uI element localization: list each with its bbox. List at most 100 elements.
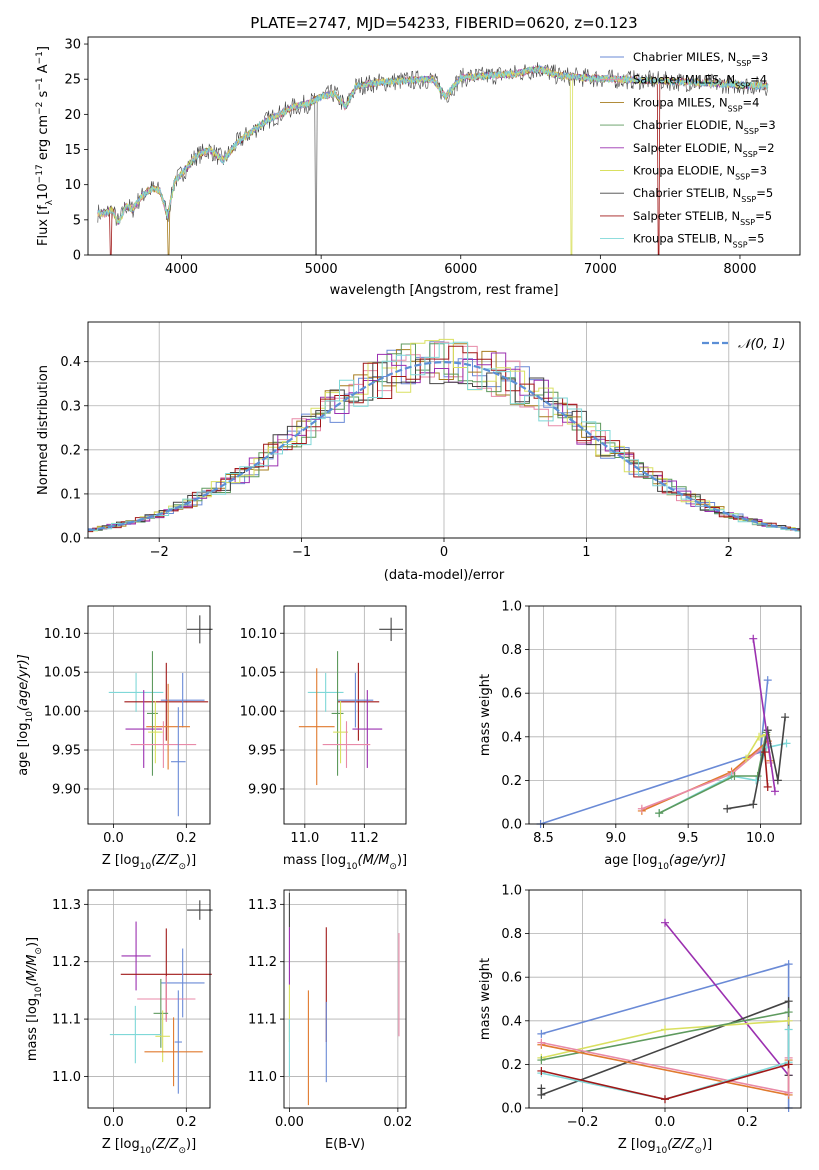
x-tick-label: 0.0 bbox=[103, 831, 124, 846]
x-tick-label: 10.0 bbox=[746, 831, 775, 846]
panel-age-vs-mass: 11.0 11.2 9.90 9.95 10.00 10.05 10.10 mass [log… bbox=[240, 605, 407, 872]
legend-label: Kroupa MILES, NSSP=4 bbox=[633, 95, 759, 113]
error-bar bbox=[337, 662, 380, 741]
weight-marker bbox=[770, 787, 779, 796]
legend-label: Salpeter MILES, NSSP=4 bbox=[633, 73, 767, 91]
weight-marker bbox=[749, 800, 758, 809]
y-tick-label: 10.10 bbox=[44, 627, 81, 642]
x-tick-label: −2 bbox=[150, 545, 169, 560]
x-axis-label: (data-model)/error bbox=[384, 568, 505, 583]
weight-marker bbox=[661, 1095, 669, 1104]
error-bar bbox=[333, 700, 348, 764]
y-tick-label: 0.4 bbox=[501, 1014, 522, 1029]
x-axis-label: Z [log10(Z/Z⊙)] bbox=[102, 1137, 196, 1156]
error-bar bbox=[337, 672, 374, 728]
x-tick-label: 0.0 bbox=[103, 1115, 124, 1130]
error-bar bbox=[322, 721, 371, 768]
y-tick-label: 0.0 bbox=[501, 818, 522, 833]
y-tick-label: 10.10 bbox=[240, 627, 277, 642]
weight-line bbox=[541, 1029, 790, 1101]
figure-title: PLATE=2747, MJD=54233, FIBERID=0620, z=0… bbox=[250, 14, 637, 32]
weight-marker bbox=[773, 776, 782, 785]
weight-line bbox=[540, 680, 769, 825]
x-tick-label: 8.5 bbox=[533, 831, 554, 846]
axes-frame bbox=[87, 321, 801, 539]
error-bar bbox=[187, 900, 213, 920]
y-tick-label: 0.2 bbox=[60, 443, 81, 458]
plot-area bbox=[97, 62, 769, 255]
error-bar bbox=[160, 948, 205, 1018]
y-tick-label: 10.00 bbox=[44, 705, 81, 720]
axes-frame bbox=[528, 889, 802, 1109]
weight-marker bbox=[752, 776, 761, 785]
y-tick-label: 0.4 bbox=[60, 355, 81, 370]
axes-frame bbox=[528, 605, 802, 825]
y-axis-label: mass weight bbox=[478, 958, 493, 1040]
error-bar bbox=[108, 672, 164, 712]
y-tick-label: 11.3 bbox=[52, 898, 81, 913]
histogram-step bbox=[88, 341, 800, 532]
y-tick-label: 25 bbox=[64, 73, 81, 88]
y-tick-label: 11.3 bbox=[248, 898, 277, 913]
axes-frame bbox=[283, 605, 407, 825]
x-tick-label: −1 bbox=[292, 545, 311, 560]
axes-frame bbox=[87, 605, 211, 825]
y-tick-label: 0.6 bbox=[501, 971, 522, 986]
y-tick-label: 11.1 bbox=[248, 1013, 277, 1028]
weight-line bbox=[727, 717, 786, 810]
weight-line bbox=[764, 752, 769, 787]
y-tick-label: 20 bbox=[64, 108, 81, 123]
panel-mass-vs-EBV: 0.00 0.02 11.0 11.1 11.2 11.3 E(B-V) bbox=[248, 889, 412, 1152]
error-bar bbox=[174, 990, 182, 1094]
weight-marker bbox=[763, 676, 772, 685]
weight-marker bbox=[763, 726, 772, 735]
y-tick-label: 11.1 bbox=[52, 1013, 81, 1028]
x-tick-label: 6000 bbox=[444, 262, 477, 277]
x-axis-label: Z [log10(Z/Z⊙)] bbox=[102, 853, 196, 872]
error-bar bbox=[144, 1017, 203, 1087]
y-tick-label: 1.0 bbox=[501, 600, 522, 615]
x-tick-label: 0.02 bbox=[383, 1115, 412, 1130]
y-axis-label: mass [log10(M/M⊙)] bbox=[25, 937, 44, 1061]
panel-mass-weight-vs-age: 8.5 9.0 9.5 10.0 0.0 0.2 0.4 0.6 0.8 1.0 age [log1… bbox=[478, 600, 802, 872]
legend-label: Chabrier MILES, NSSP=3 bbox=[633, 50, 768, 68]
weight-marker bbox=[784, 1025, 793, 1034]
axes-frame bbox=[283, 889, 407, 1109]
weight-marker bbox=[784, 1008, 793, 1017]
error-bar bbox=[352, 690, 383, 768]
y-tick-label: 30 bbox=[64, 38, 81, 53]
weight-marker bbox=[537, 1038, 546, 1047]
weight-marker bbox=[749, 634, 758, 643]
weight-line bbox=[658, 732, 768, 814]
legend-label: Kroupa STELIB, NSSP=5 bbox=[633, 232, 764, 250]
y-axis-label: mass weight bbox=[478, 674, 493, 756]
y-tick-label: 0 bbox=[73, 249, 81, 264]
plot-area bbox=[88, 338, 800, 533]
y-tick-label: 0.6 bbox=[501, 687, 522, 702]
legend: 𝒩(0, 1) bbox=[702, 337, 785, 352]
error-bar bbox=[160, 672, 205, 728]
x-tick-label: 0.2 bbox=[176, 1115, 197, 1130]
error-bar bbox=[148, 700, 163, 764]
weight-marker bbox=[784, 960, 793, 969]
y-tick-label: 10.00 bbox=[240, 705, 277, 720]
y-tick-label: 10.05 bbox=[44, 666, 81, 681]
x-axis-label: age [log10(age/yr)] bbox=[604, 853, 726, 872]
error-bar bbox=[130, 721, 197, 768]
weight-marker bbox=[730, 772, 739, 781]
y-tick-label: 11.2 bbox=[248, 955, 277, 970]
weight-line bbox=[752, 638, 776, 792]
legend: Chabrier MILES, NSSP=3 Salpeter MILES, NS… bbox=[600, 50, 776, 249]
y-tick-label: 0.8 bbox=[501, 643, 522, 658]
weight-marker bbox=[760, 748, 769, 757]
y-axis-label: Normed distribution bbox=[36, 365, 51, 495]
x-tick-label: 1 bbox=[582, 545, 590, 560]
y-tick-label: 10 bbox=[64, 178, 81, 193]
x-tick-label: 0 bbox=[440, 545, 448, 560]
x-tick-label: 0.00 bbox=[275, 1115, 304, 1130]
panel-mass-weight-vs-Z: −0.2 0.0 0.2 0.0 0.2 0.4 0.6 0.8 1.0 Z [log10(Z/Z… bbox=[478, 884, 802, 1156]
y-tick-label: 0.2 bbox=[501, 1058, 522, 1073]
error-bar bbox=[379, 617, 404, 642]
legend-label: Chabrier ELODIE, NSSP=3 bbox=[633, 118, 776, 136]
